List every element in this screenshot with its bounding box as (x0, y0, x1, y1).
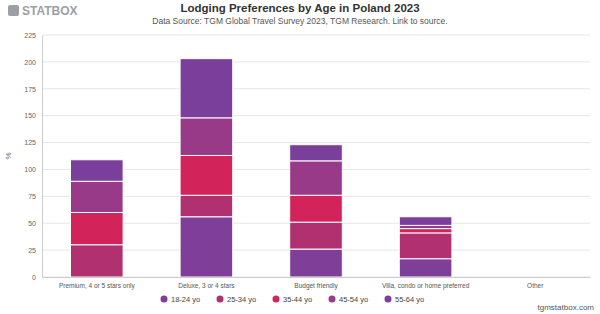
x-axis: Premium, 4 or 5 stars only Deluxe, 3 or 4… (43, 277, 591, 290)
y-tick-label: 25 (28, 247, 36, 254)
bar-segment (290, 222, 343, 249)
y-tick: 0 (32, 274, 42, 281)
title: Lodging Preferences by Age in Poland 202… (180, 2, 419, 14)
bar-segment (290, 161, 343, 195)
y-tick: 150 (24, 112, 42, 119)
bar-segment (70, 212, 123, 244)
y-tick-label: 200 (24, 59, 36, 66)
x-axis-line (43, 277, 591, 278)
y-tick-label: 175 (24, 86, 36, 93)
bar-segment (70, 160, 123, 182)
series (180, 217, 452, 277)
bar-segment (399, 229, 452, 233)
y-tick-label: 0 (32, 274, 36, 281)
legend-swatch (217, 296, 224, 303)
grid-line (42, 35, 590, 36)
x-tick: Budget friendly (294, 277, 338, 290)
legend-item: 18-24 yo (161, 295, 201, 304)
x-tick: Other (527, 277, 544, 289)
legend-label: 35-44 yo (283, 295, 312, 304)
x-tick-label: Other (527, 282, 544, 289)
bar-segment (290, 195, 343, 222)
grid-line (42, 61, 590, 62)
y-tick: 100 (24, 166, 42, 173)
y-tick-label: 125 (24, 139, 36, 146)
logo-text: STATBOX (22, 4, 78, 18)
grid-line (42, 115, 590, 116)
bar-segment (180, 217, 233, 277)
bar-segment (180, 195, 233, 217)
bars (70, 59, 451, 277)
legend-item: 25-34 yo (217, 295, 257, 304)
bar-segment (399, 217, 452, 226)
x-tick: Deluxe, 3 or 4 stars (178, 277, 235, 289)
grid (42, 35, 590, 277)
legend-swatch (329, 296, 336, 303)
grid-line (42, 88, 590, 89)
x-tick-label: Budget friendly (294, 282, 338, 290)
x-tick-label: Deluxe, 3 or 4 stars (178, 282, 235, 289)
legend-item: 55-64 yo (385, 295, 425, 304)
y-tick: 50 (28, 220, 42, 227)
legend-swatch (161, 296, 168, 303)
logo: STATBOX (8, 4, 78, 18)
bar-segment (399, 259, 452, 277)
legend-label: 55-64 yo (395, 295, 424, 304)
grid-line (42, 142, 590, 143)
y-tick: 125 (24, 139, 42, 146)
legend-label: 25-34 yo (227, 295, 256, 304)
y-tick: 25 (28, 247, 42, 254)
y-axis: 0 25 50 75 100 125 150 175 200 225 (24, 32, 42, 281)
bar-segment (180, 59, 233, 118)
bar-segment (509, 277, 562, 278)
logo-icon (8, 5, 19, 16)
series (70, 118, 451, 229)
x-tick: Villa, condo or home preferred (382, 277, 470, 290)
series (70, 59, 451, 226)
y-tick: 175 (24, 86, 42, 93)
x-tick-label: Villa, condo or home preferred (382, 282, 470, 290)
y-tick-label: 50 (28, 220, 36, 227)
watermark: tgmstatbox.com (538, 303, 595, 312)
bar-segment (180, 118, 233, 156)
bar-segment (290, 249, 343, 277)
bar-segment (290, 145, 343, 161)
y-tick-label: 225 (24, 32, 36, 39)
y-tick-label: 75 (28, 193, 36, 200)
x-tick: Premium, 4 or 5 stars only (59, 277, 136, 290)
y-tick: 200 (24, 59, 42, 66)
y-axis-title: % (4, 152, 13, 159)
legend: 18-24 yo 25-34 yo 35-44 yo 45-54 yo 55-64 yo (161, 295, 425, 304)
bar-segment (180, 155, 233, 195)
bar-segment (70, 181, 123, 212)
bar-segment (70, 245, 123, 277)
bar-segment (509, 277, 562, 278)
y-tick-label: 150 (24, 112, 36, 119)
legend-item: 35-44 yo (273, 295, 313, 304)
legend-label: 18-24 yo (171, 295, 200, 304)
bar-segment (509, 277, 562, 278)
y-tick: 225 (24, 32, 42, 39)
y-tick: 75 (28, 193, 42, 200)
series (70, 195, 451, 277)
series (70, 155, 451, 244)
chart: STATBOX Lodging Preferences by Age in Pol… (0, 0, 600, 314)
y-tick-label: 100 (24, 166, 36, 173)
bar-segment (509, 277, 562, 278)
bar-segment (399, 233, 452, 259)
y-axis-line (42, 36, 43, 278)
legend-swatch (273, 296, 280, 303)
legend-item: 45-54 yo (329, 295, 369, 304)
bar-segment (509, 277, 562, 278)
subtitle: Data Source: TGM Global Travel Survey 20… (152, 16, 447, 26)
legend-swatch (385, 296, 392, 303)
x-tick-label: Premium, 4 or 5 stars only (59, 282, 136, 290)
legend-label: 45-54 yo (339, 295, 368, 304)
